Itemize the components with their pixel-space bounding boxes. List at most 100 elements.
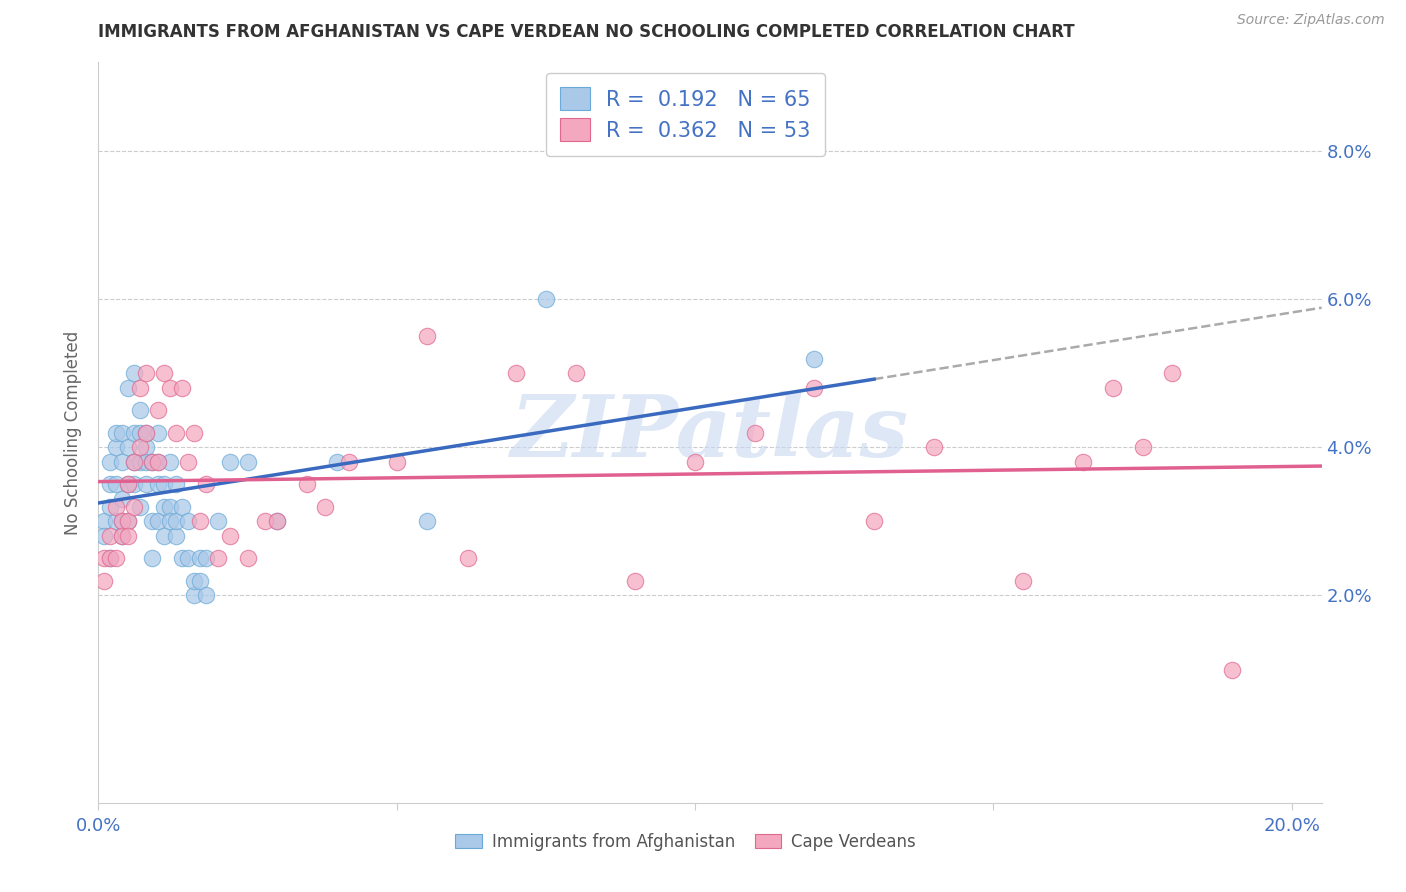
Point: [122, 455, 145, 469]
Point: [117, 477, 139, 491]
Point: [183, 574, 205, 588]
Point: [146, 455, 169, 469]
Point: [218, 529, 240, 543]
Point: [105, 551, 128, 566]
Point: [146, 403, 169, 417]
Point: [122, 477, 145, 491]
Point: [105, 477, 128, 491]
Point: [183, 425, 205, 440]
Point: [194, 589, 217, 603]
Point: [194, 477, 217, 491]
Point: [146, 515, 169, 529]
Point: [111, 455, 134, 469]
Point: [207, 551, 229, 566]
Point: [141, 455, 163, 469]
Point: [135, 455, 157, 469]
Point: [177, 515, 200, 529]
Point: [135, 441, 157, 455]
Point: [183, 589, 205, 603]
Point: [159, 500, 181, 514]
Point: [141, 455, 163, 469]
Point: [129, 425, 152, 440]
Point: [93, 551, 115, 566]
Point: [314, 500, 336, 514]
Point: [117, 441, 139, 455]
Point: [153, 367, 176, 381]
Point: [415, 515, 437, 529]
Point: [105, 441, 128, 455]
Point: [111, 529, 134, 543]
Point: [457, 551, 479, 566]
Point: [415, 329, 437, 343]
Point: [98, 551, 121, 566]
Point: [135, 425, 157, 440]
Point: [159, 381, 181, 395]
Point: [129, 381, 152, 395]
Point: [159, 455, 181, 469]
Point: [170, 551, 193, 566]
Point: [297, 477, 319, 491]
Point: [129, 455, 152, 469]
Point: [117, 529, 139, 543]
Point: [117, 477, 139, 491]
Point: [177, 455, 200, 469]
Point: [1161, 367, 1184, 381]
Point: [236, 455, 259, 469]
Point: [254, 515, 277, 529]
Point: [98, 455, 121, 469]
Point: [922, 441, 945, 455]
Point: [326, 455, 349, 469]
Point: [803, 351, 825, 366]
Point: [117, 381, 139, 395]
Point: [98, 477, 121, 491]
Point: [129, 441, 152, 455]
Point: [165, 515, 187, 529]
Point: [1101, 381, 1123, 395]
Point: [266, 515, 288, 529]
Point: [146, 477, 169, 491]
Point: [159, 515, 181, 529]
Point: [565, 367, 588, 381]
Point: [188, 574, 211, 588]
Point: [146, 425, 169, 440]
Point: [177, 551, 200, 566]
Point: [93, 529, 115, 543]
Point: [153, 500, 176, 514]
Point: [624, 574, 647, 588]
Point: [117, 515, 139, 529]
Point: [165, 425, 187, 440]
Point: [98, 529, 121, 543]
Point: [111, 492, 134, 507]
Point: [207, 515, 229, 529]
Point: [111, 529, 134, 543]
Point: [505, 367, 527, 381]
Point: [385, 455, 408, 469]
Point: [135, 367, 157, 381]
Point: [135, 477, 157, 491]
Point: [165, 477, 187, 491]
Point: [93, 574, 115, 588]
Point: [111, 515, 134, 529]
Point: [122, 500, 145, 514]
Point: [194, 551, 217, 566]
Point: [337, 455, 360, 469]
Point: [111, 425, 134, 440]
Point: [105, 500, 128, 514]
Point: [803, 381, 825, 395]
Point: [1220, 663, 1243, 677]
Point: [122, 425, 145, 440]
Point: [105, 425, 128, 440]
Point: [1071, 455, 1094, 469]
Text: Source: ZipAtlas.com: Source: ZipAtlas.com: [1237, 13, 1385, 28]
Point: [863, 515, 886, 529]
Point: [93, 515, 115, 529]
Point: [122, 367, 145, 381]
Point: [683, 455, 706, 469]
Point: [218, 455, 240, 469]
Point: [129, 403, 152, 417]
Point: [534, 293, 557, 307]
Point: [129, 500, 152, 514]
Point: [122, 455, 145, 469]
Point: [117, 515, 139, 529]
Point: [153, 529, 176, 543]
